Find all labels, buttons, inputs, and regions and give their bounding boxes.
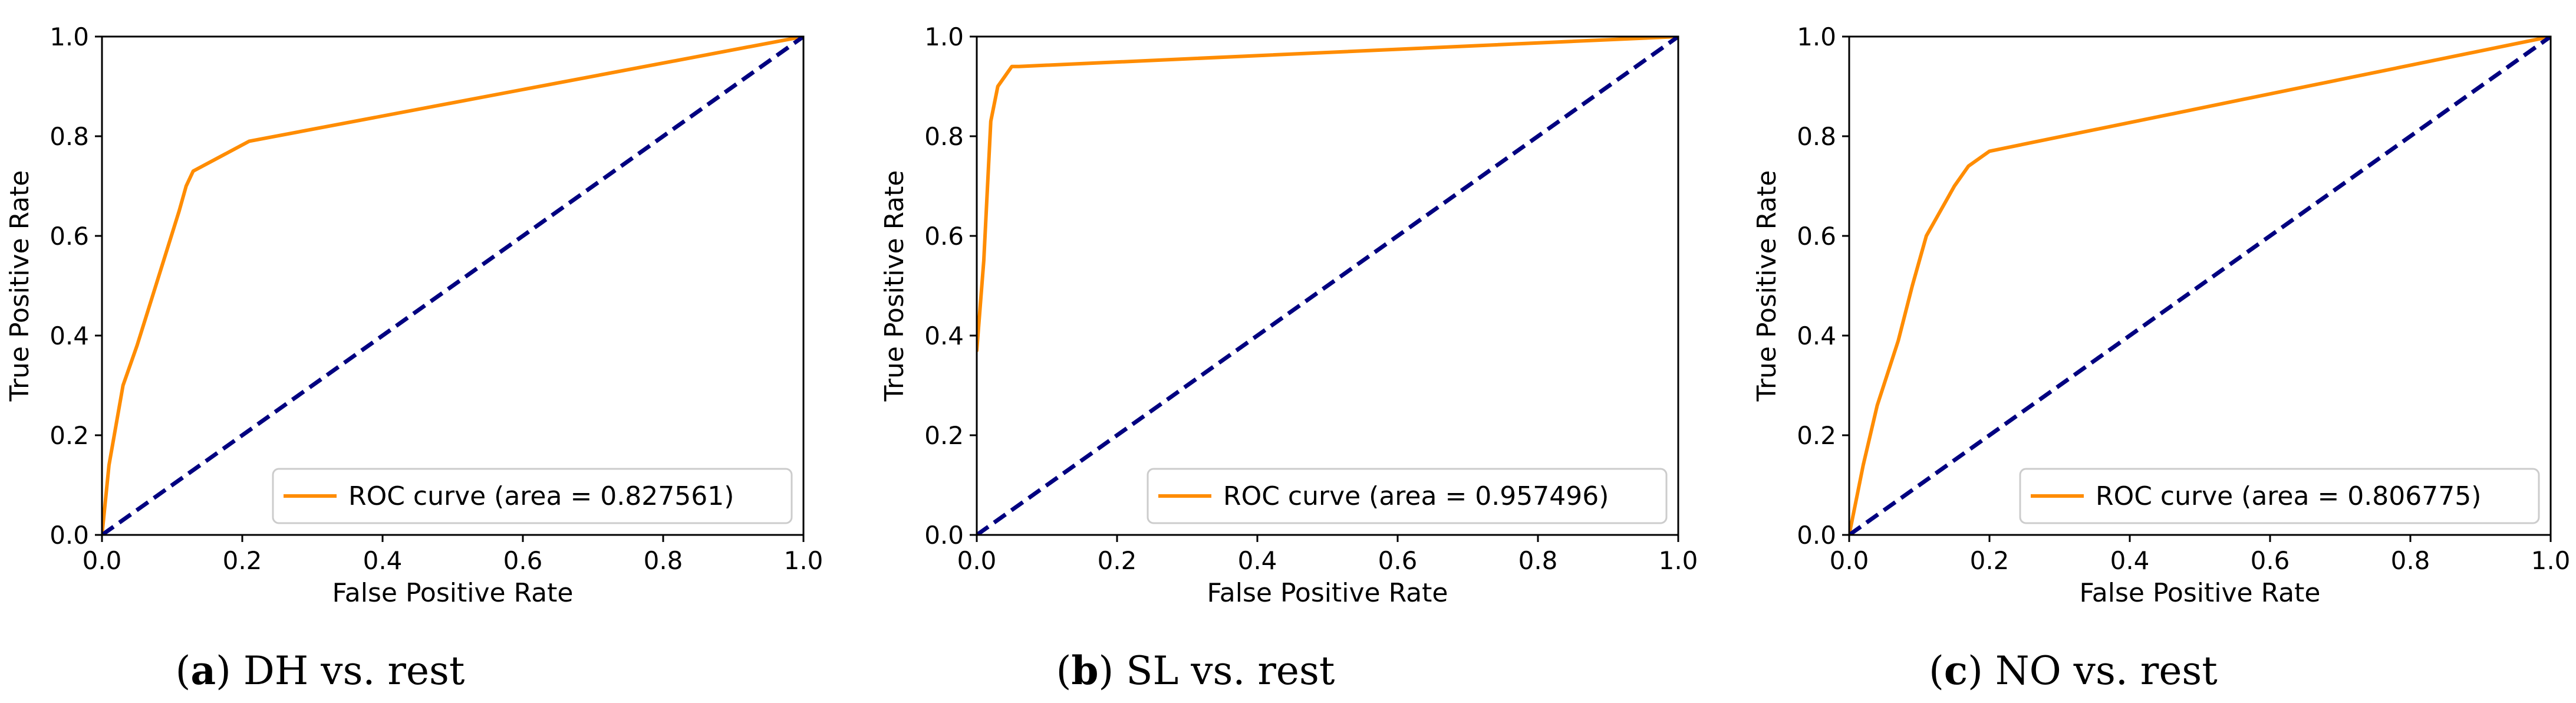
legend: ROC curve (area = 0.957496) [1147,468,1668,524]
caption-close-paren: ) [1968,648,1995,694]
x-tick-label: 1.0 [784,546,823,575]
y-axis-label: True Positive Rate [879,170,910,402]
x-tick-label: 0.8 [644,546,683,575]
y-axis-label: True Positive Rate [1752,170,1782,402]
x-tick-label: 0.6 [1378,546,1418,575]
x-tick-label: 0.2 [1098,546,1137,575]
x-tick-label: 0.8 [1518,546,1558,575]
legend-label: ROC curve (area = 0.806775) [2096,481,2481,511]
y-tick-label: 0.0 [924,521,964,550]
roc-panel-3: 0.0 0.2 0.4 0.6 0.8 1.0 0.0 0.2 0.4 0.6 0.8 1.0 Fals… [1752,22,2570,694]
y-axis-label: True Positive Rate [5,170,35,402]
chance-diagonal-line [1849,37,2551,535]
subfigure-caption: (b) SL vs. rest [1056,648,1335,694]
y-tick-label: 0.4 [1797,321,1836,350]
roc-panel-1: 0.0 0.2 0.4 0.6 0.8 1.0 0.0 0.2 0.4 0.6 0.8 1.0 Fals… [5,22,823,694]
y-tick-label: 0.8 [1797,122,1836,151]
legend: ROC curve (area = 0.806775) [2019,468,2540,524]
legend-label: ROC curve (area = 0.827561) [348,481,734,511]
roc-curve-line [1849,37,2551,535]
y-tick-label: 0.0 [50,521,89,550]
chance-diagonal-line [102,37,803,535]
caption-letter: c [1944,648,1968,694]
y-tick-label: 0.6 [50,222,89,251]
y-tick-label: 0.4 [50,321,89,350]
legend-box [272,468,793,524]
x-tick-label: 0.8 [2391,546,2430,575]
roc-curve-line [977,37,1678,353]
x-tick-label: 1.0 [1659,546,1698,575]
x-tick-label: 0.0 [1830,546,1869,575]
subfigure-caption: (a) DH vs. rest [176,648,465,694]
y-tick-label: 0.6 [924,222,964,251]
legend-box [1147,468,1668,524]
x-tick-label: 0.4 [1238,546,1277,575]
chance-diagonal-line [977,37,1678,535]
roc-curve-line [102,37,803,535]
caption-close-paren: ) [1099,648,1126,694]
caption-title: DH vs. rest [243,648,465,694]
y-tick-label: 0.2 [50,421,89,450]
x-tick-label: 0.6 [2251,546,2290,575]
roc-panel-2: 0.0 0.2 0.4 0.6 0.8 1.0 0.0 0.2 0.4 0.6 0.8 1.0 Fals… [879,22,1698,694]
x-tick-label: 0.2 [1970,546,2010,575]
y-tick-label: 1.0 [50,22,89,51]
plot-frame [1848,35,2552,536]
x-tick-label: 0.6 [503,546,543,575]
x-tick-label: 1.0 [2531,546,2571,575]
y-tick-label: 0.8 [924,122,964,151]
y-tick-label: 0.2 [1797,421,1836,450]
y-tick-label: 1.0 [1797,22,1836,51]
plot-frame [976,35,1679,536]
x-tick-label: 0.0 [957,546,997,575]
y-tick-label: 0.2 [924,421,964,450]
y-tick-label: 0.6 [1797,222,1836,251]
y-tick-label: 0.4 [924,321,964,350]
y-tick-label: 0.0 [1797,521,1836,550]
caption-close-paren: ) [216,648,243,694]
caption-title: SL vs. rest [1126,648,1335,694]
legend: ROC curve (area = 0.827561) [272,468,793,524]
caption-open-paren: ( [1929,648,1944,694]
x-tick-label: 0.4 [363,546,403,575]
x-axis-label: False Positive Rate [1207,578,1448,608]
x-tick-label: 0.4 [2110,546,2150,575]
plot-frame [101,35,805,536]
subfigure-caption: (c) NO vs. rest [1929,648,2218,694]
caption-open-paren: ( [176,648,191,694]
x-axis-label: False Positive Rate [2080,578,2321,608]
caption-letter: a [190,648,216,694]
x-tick-label: 0.2 [223,546,262,575]
x-axis-label: False Positive Rate [332,578,574,608]
caption-open-paren: ( [1056,648,1072,694]
x-tick-label: 0.0 [83,546,122,575]
legend-box [2019,468,2540,524]
y-tick-label: 0.8 [50,122,89,151]
caption-title: NO vs. rest [1995,648,2218,694]
caption-letter: b [1071,648,1098,694]
y-tick-label: 1.0 [924,22,964,51]
legend-label: ROC curve (area = 0.957496) [1223,481,1609,511]
